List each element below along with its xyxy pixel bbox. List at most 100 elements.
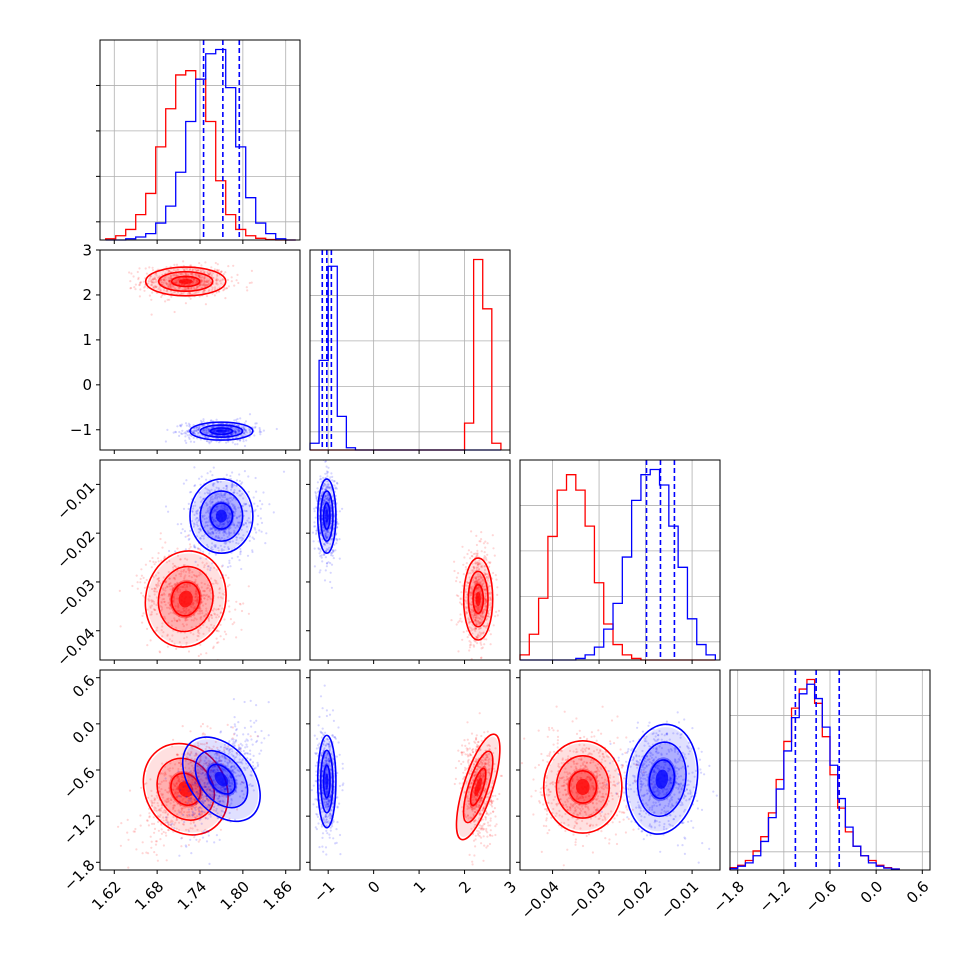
scatter-point (211, 542, 214, 545)
scatter-point (331, 533, 334, 536)
scatter-point (203, 593, 206, 597)
scatter-point (204, 594, 207, 598)
scatter-point (206, 511, 209, 514)
scatter-point (213, 509, 216, 512)
scatter-point (165, 818, 168, 821)
scatter-point (475, 614, 478, 618)
scatter-point (332, 526, 335, 530)
scatter-point (326, 475, 329, 478)
y-tick-label: −1 (70, 421, 92, 439)
scatter-point (199, 616, 202, 620)
scatter-point (184, 619, 187, 622)
scatter-point (176, 785, 179, 788)
scatter-point (175, 781, 178, 784)
scatter-point (220, 549, 223, 552)
scatter-point (479, 675, 481, 677)
scatter-point (192, 806, 195, 809)
scatter-point (194, 274, 198, 277)
scatter-point (183, 576, 186, 579)
scatter-point (203, 582, 206, 586)
scatter-point (232, 740, 235, 744)
scatter-point (175, 791, 178, 794)
scatter-point (229, 565, 232, 568)
scatter-point (145, 851, 148, 854)
scatter-point (477, 620, 480, 623)
scatter-point (219, 522, 222, 526)
scatter-point (188, 292, 191, 295)
scatter-point (205, 593, 209, 597)
scatter-point (153, 587, 156, 590)
scatter-point (484, 601, 487, 604)
scatter-point (133, 286, 136, 289)
histogram-red-series (105, 70, 296, 241)
scatter-point (208, 288, 211, 291)
scatter-point (197, 629, 200, 632)
scatter-point (176, 589, 179, 592)
scatter-point (208, 789, 211, 792)
scatter-point (193, 606, 196, 609)
scatter-point (234, 431, 237, 434)
scatter-point (318, 506, 321, 509)
scatter-point (482, 557, 486, 560)
histogram-blue-series (309, 265, 501, 451)
scatter-point (203, 799, 206, 803)
scatter-point (168, 603, 171, 606)
scatter-point (202, 497, 206, 500)
scatter-point (178, 434, 181, 437)
scatter-point (233, 429, 236, 432)
y-tick-label: 1 (82, 331, 92, 349)
scatter-point (171, 284, 174, 287)
scatter-point (145, 578, 148, 582)
scatter-point (229, 775, 232, 778)
scatter-point (166, 820, 169, 823)
scatter-point (183, 577, 186, 580)
scatter-point (199, 725, 203, 728)
scatter-point (475, 580, 478, 583)
scatter-point (193, 432, 196, 435)
scatter-point (193, 523, 196, 526)
scatter-point (160, 559, 163, 562)
scatter-point (315, 506, 318, 510)
scatter-point (190, 264, 193, 267)
contour-blue (189, 478, 254, 554)
scatter-point (484, 573, 487, 576)
scatter-point (187, 615, 190, 618)
scatter-point (473, 614, 476, 617)
scatter-point (193, 288, 196, 291)
scatter-point (207, 618, 210, 621)
scatter-point (178, 424, 182, 427)
panel-frame (309, 459, 511, 661)
scatter-point (199, 269, 202, 273)
scatter-point (197, 428, 200, 431)
scatter-point (341, 507, 344, 510)
scatter-point (196, 785, 199, 789)
scatter-point (191, 788, 194, 791)
scatter-point (475, 579, 478, 582)
scatter-point (223, 787, 227, 791)
scatter-point (214, 581, 217, 585)
scatter-point (483, 568, 487, 572)
contour-blue (189, 421, 254, 441)
scatter-point (157, 820, 160, 824)
scatter-point (177, 761, 181, 764)
scatter-point (188, 433, 191, 436)
scatter-point (486, 577, 489, 580)
scatter-point (485, 575, 489, 578)
scatter-point (479, 627, 482, 630)
scatter-point (200, 615, 203, 619)
scatter-point (479, 614, 482, 618)
scatter-point (165, 859, 168, 862)
scatter-point (240, 514, 243, 517)
scatter-point (476, 563, 479, 567)
scatter-point (193, 278, 196, 281)
scatter-point (235, 428, 239, 431)
scatter-point (208, 627, 211, 630)
scatter-point (239, 510, 242, 513)
scatter-point (233, 489, 236, 492)
scatter-point (481, 646, 484, 649)
scatter-point (207, 565, 210, 568)
scatter-point (231, 482, 234, 486)
scatter-point (201, 733, 204, 736)
scatter-point (195, 516, 198, 520)
scatter-point (326, 530, 330, 533)
